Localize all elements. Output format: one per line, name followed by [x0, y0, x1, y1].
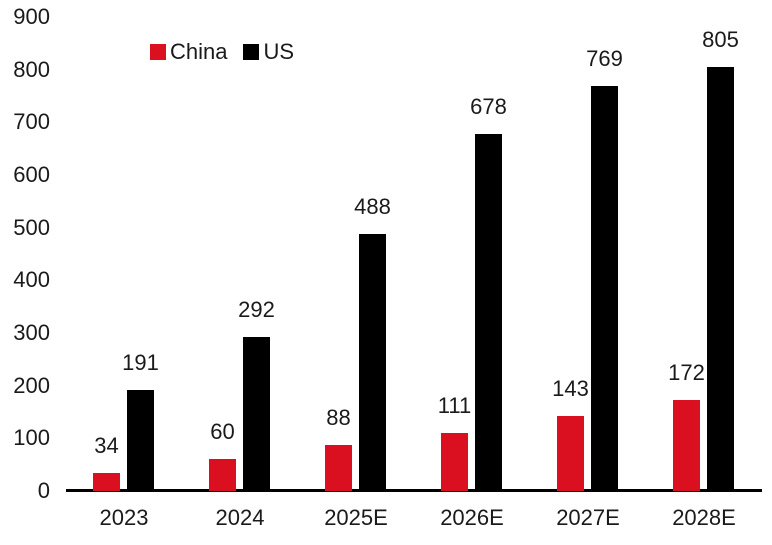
legend-label-us: US: [263, 39, 295, 64]
bar-us: [127, 390, 154, 491]
bar-value-label: 34: [94, 433, 119, 459]
y-axis-tick-label: 900: [13, 4, 50, 29]
bar-value-label: 191: [122, 350, 159, 376]
legend-swatch-china: [150, 44, 166, 60]
y-axis-tick-label: 800: [13, 56, 50, 82]
bar-value-label: 111: [437, 392, 472, 418]
bar-us: [243, 337, 270, 491]
bar-china: [441, 432, 468, 491]
legend-swatch-us: [243, 44, 260, 60]
x-axis-label: 2027E: [556, 505, 620, 530]
legend-item-china: China: [150, 39, 227, 65]
bar-china: [325, 444, 352, 491]
bar-value-label: 143: [552, 375, 589, 401]
bar-value-label: 769: [586, 45, 623, 71]
bar-value-label: 678: [470, 93, 507, 119]
bar-value-label: 172: [668, 360, 705, 386]
bar-value-label: 488: [354, 193, 391, 219]
bar-value-label: 805: [702, 27, 739, 53]
legend: China US: [150, 39, 294, 65]
y-axis-tick-label: 100: [13, 425, 50, 451]
bar-us: [591, 85, 618, 491]
bar-us: [359, 233, 386, 491]
x-axis-label: 2025E: [324, 505, 388, 530]
y-axis-tick-label: 0: [37, 478, 50, 503]
y-axis-tick-label: 200: [13, 372, 50, 398]
bar-value-label: 88: [326, 404, 351, 430]
bar-china: [673, 400, 700, 491]
bar-us: [475, 133, 502, 491]
legend-item-us: US: [243, 39, 294, 65]
bar-china: [209, 459, 236, 491]
y-axis-tick-label: 300: [13, 320, 50, 345]
x-axis-label: 2028E: [672, 505, 736, 530]
bar-china: [93, 473, 120, 491]
legend-label-china: China: [170, 39, 228, 64]
x-axis-label: 2024: [215, 505, 265, 530]
x-axis-label: 2023: [99, 505, 149, 530]
y-axis-tick-label: 500: [13, 214, 50, 240]
x-axis-label: 2026E: [440, 505, 504, 530]
bar-value-label: 60: [210, 419, 235, 445]
bar-china: [557, 415, 584, 491]
bar-value-label: 292: [238, 297, 275, 323]
y-axis-tick-label: 600: [13, 162, 50, 187]
y-axis-tick-label: 400: [13, 267, 50, 293]
x-axis-line: [66, 489, 762, 492]
bar-us: [707, 67, 734, 491]
y-axis-tick-label: 700: [13, 109, 50, 135]
